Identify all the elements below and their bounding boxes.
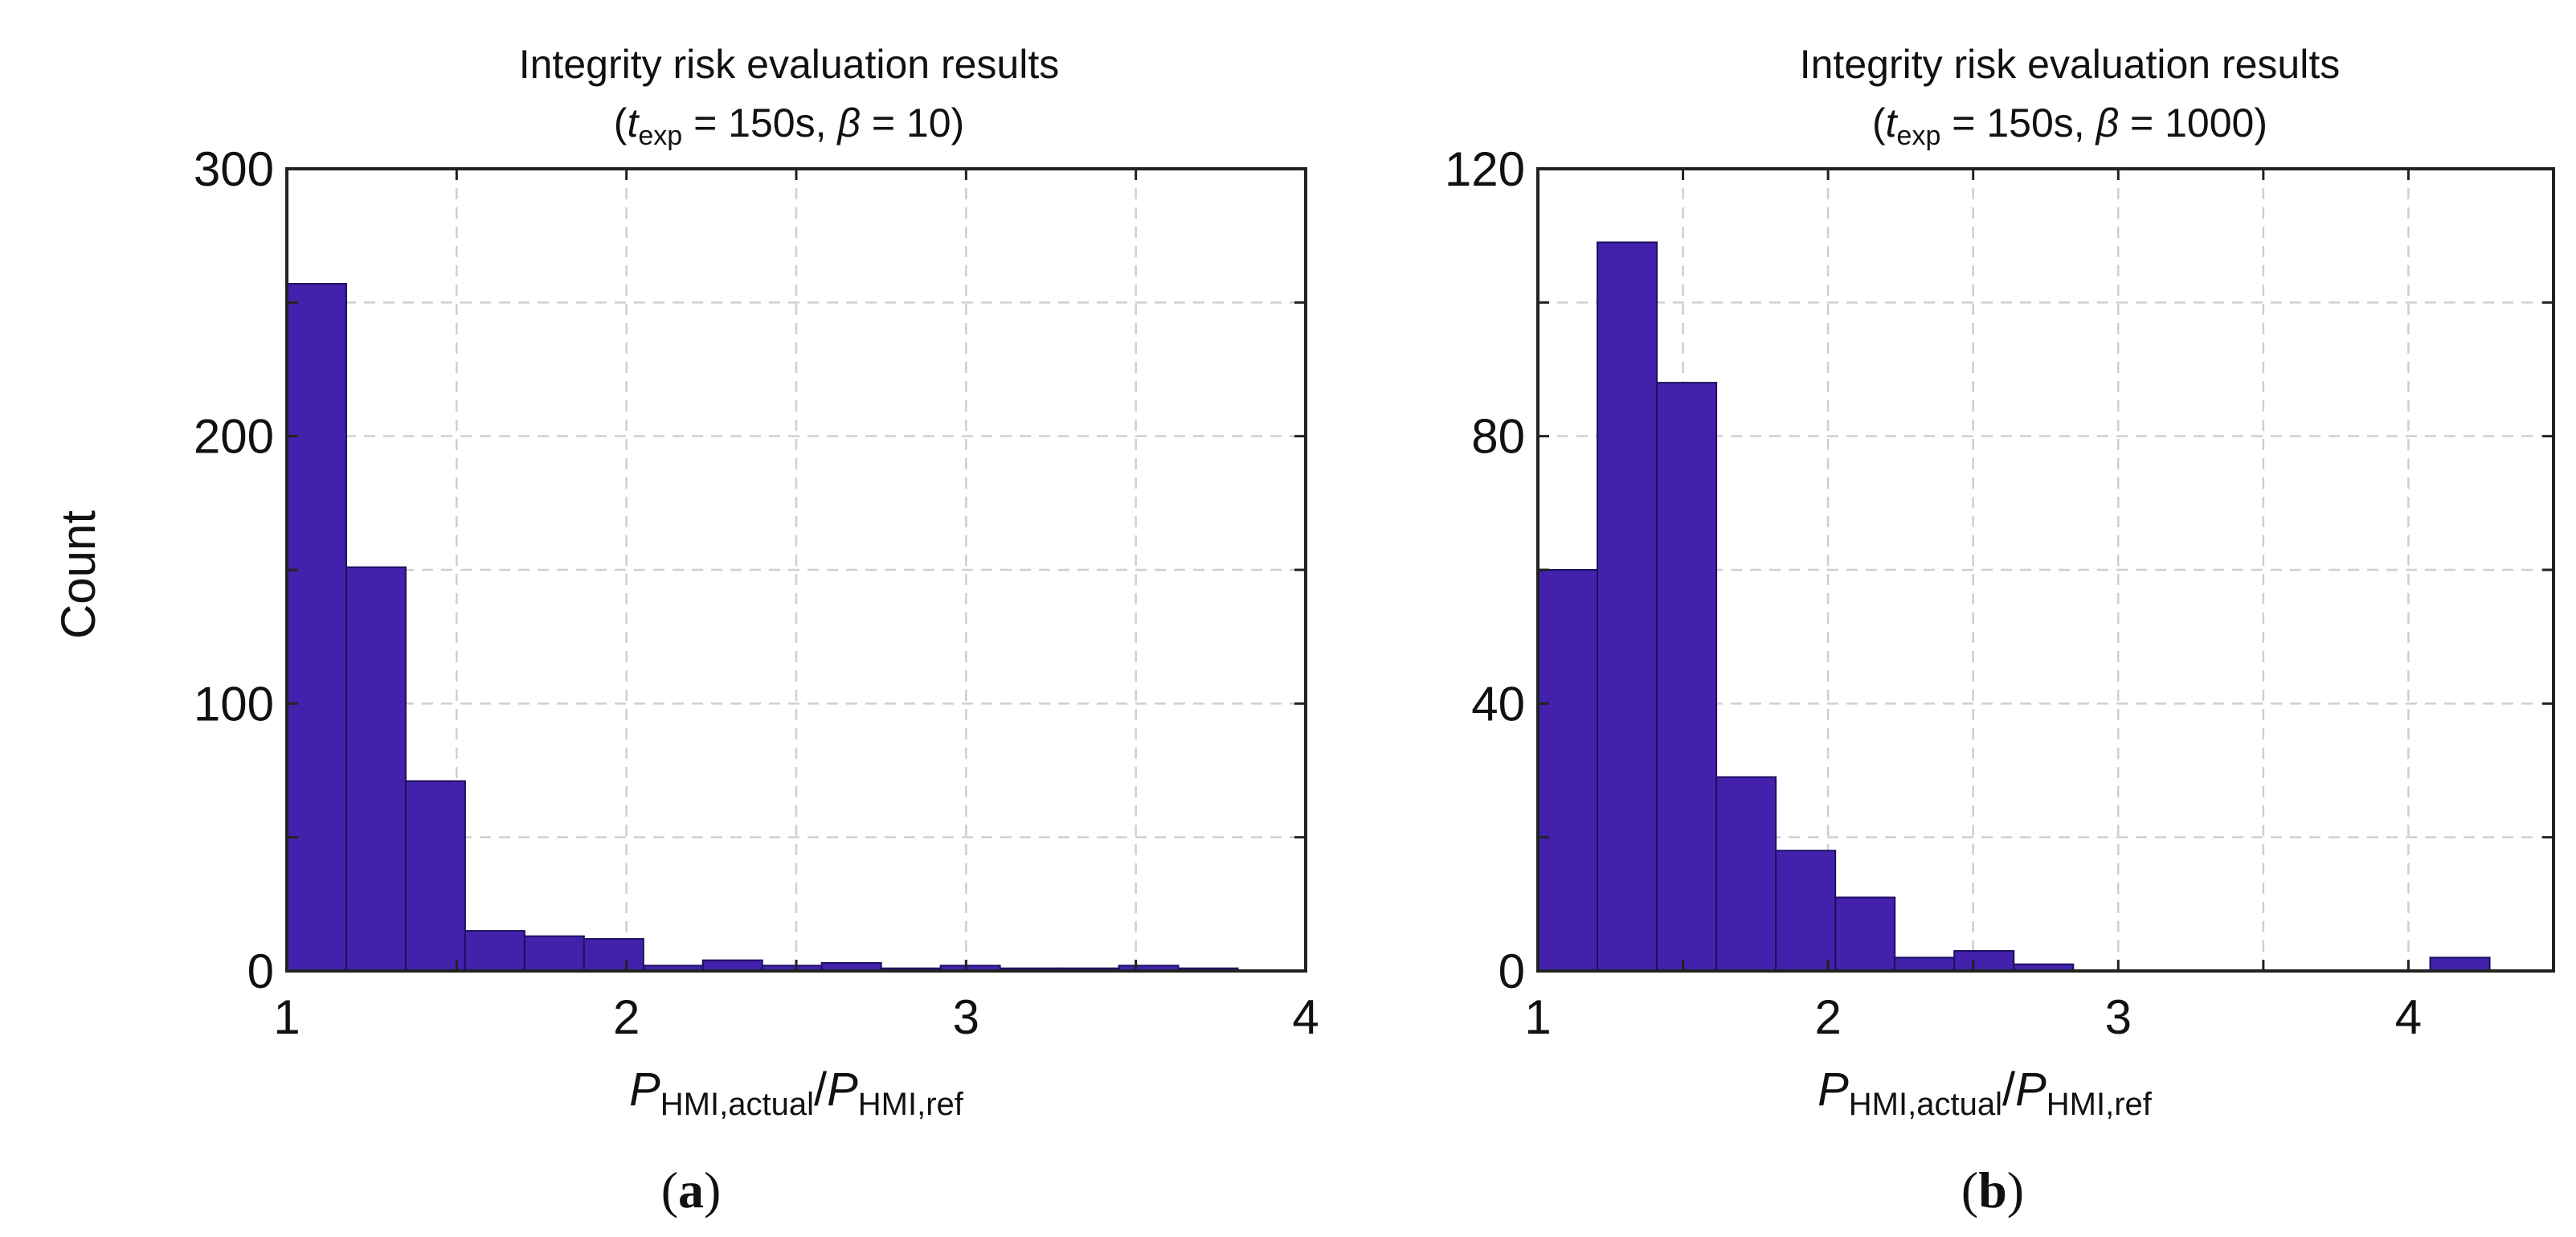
- chart-b: Integrity risk evaluation results (texp …: [1445, 42, 2555, 1219]
- chart-a-x-tick-label: 4: [1292, 990, 1319, 1044]
- chart-a: Integrity risk evaluation results (texp …: [194, 42, 1319, 1219]
- chart-b-x-tick-label: 1: [1524, 990, 1551, 1044]
- chart-b-bar: [1894, 956, 1956, 973]
- chart-a-subtitle: (texp = 150s, β = 10): [614, 100, 964, 151]
- chart-a-bar: [286, 283, 347, 972]
- panel-label-b: (b): [1961, 1161, 2024, 1219]
- chart-b-bar: [1537, 569, 1599, 972]
- chart-b-y-tick-label: 0: [1499, 944, 1525, 998]
- chart-b-y-tick-labels: 0 40 80 120: [1445, 142, 1525, 998]
- chart-b-bars: [1537, 241, 2491, 973]
- chart-a-ticks: [287, 169, 1306, 971]
- chart-b-x-tick-label: 3: [2105, 990, 2132, 1044]
- chart-b-bar: [1715, 776, 1777, 972]
- y-axis-label: Count: [51, 510, 105, 639]
- chart-a-bar: [523, 935, 585, 972]
- chart-a-y-tick-labels: 0 100 200 300: [194, 142, 274, 998]
- chart-b-x-axis-label: PHMI,actual/PHMI,ref: [1818, 1063, 2153, 1122]
- chart-b-y-tick-label: 40: [1471, 677, 1525, 731]
- chart-a-bar: [583, 938, 644, 972]
- chart-b-bar: [1775, 850, 1837, 973]
- chart-a-x-tick-labels: 1 2 3 4: [273, 990, 1319, 1044]
- chart-a-grid: [287, 169, 1306, 971]
- chart-b-bar: [2429, 956, 2491, 973]
- chart-b-grid: [1538, 169, 2554, 971]
- chart-b-bar: [1953, 950, 2015, 973]
- chart-a-y-tick-label: 200: [194, 410, 274, 464]
- chart-a-bar: [345, 566, 407, 972]
- chart-b-bar: [1597, 241, 1658, 972]
- chart-b-y-tick-label: 120: [1445, 142, 1525, 196]
- chart-b-title: Integrity risk evaluation results: [1800, 42, 2341, 87]
- chart-b-x-tick-label: 4: [2395, 990, 2422, 1044]
- chart-a-x-axis-label: PHMI,actual/PHMI,ref: [629, 1063, 964, 1122]
- chart-b-x-tick-labels: 1 2 3 4: [1524, 990, 2422, 1044]
- chart-a-title: Integrity risk evaluation results: [519, 42, 1060, 87]
- chart-a-bar: [464, 930, 525, 972]
- chart-a-bar: [404, 780, 466, 972]
- chart-b-bar: [1834, 896, 1896, 973]
- chart-a-y-tick-label: 0: [247, 944, 274, 998]
- chart-b-ticks: [1538, 169, 2554, 971]
- chart-a-y-tick-label: 100: [194, 677, 274, 731]
- chart-b-bar: [1656, 382, 1718, 972]
- chart-a-x-tick-label: 1: [273, 990, 300, 1044]
- chart-a-x-tick-label: 3: [953, 990, 979, 1044]
- chart-b-y-tick-label: 80: [1471, 410, 1525, 464]
- chart-b-x-tick-label: 2: [1814, 990, 1841, 1044]
- chart-a-y-tick-label: 300: [194, 142, 274, 196]
- chart-a-bars: [286, 283, 1239, 973]
- chart-a-x-tick-label: 2: [613, 990, 640, 1044]
- panel-label-a: (a): [661, 1161, 722, 1219]
- chart-b-subtitle: (texp = 150s, β = 1000): [1872, 100, 2267, 151]
